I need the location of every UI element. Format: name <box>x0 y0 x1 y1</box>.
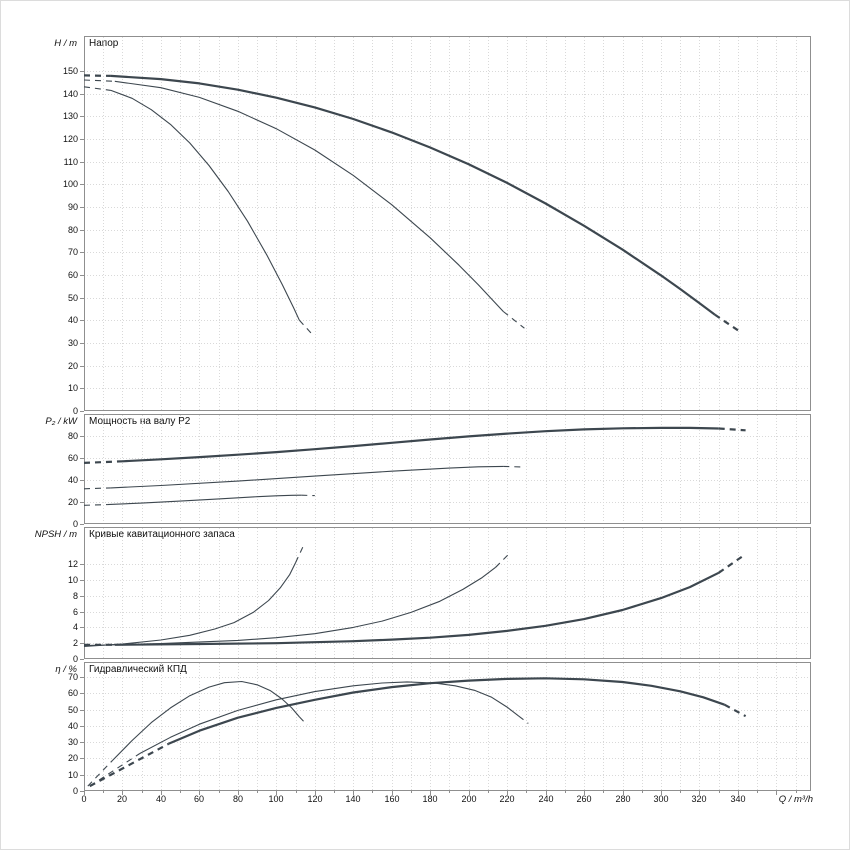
curve-head-nominal-main <box>110 74 716 316</box>
y-tick-label: 90 <box>67 202 78 212</box>
curve-power-nominal-tail <box>718 427 746 432</box>
curve-power-nominal-lead <box>83 460 123 464</box>
y-tick-label: 0 <box>72 786 78 796</box>
x-axis-ticks <box>84 791 797 795</box>
curve-efficiency-trim-min-main <box>112 680 300 761</box>
curve-npsh-trim-min-main <box>83 562 297 647</box>
curve-power-trim-mid-tail <box>503 465 523 468</box>
x-tick-label: 180 <box>422 794 438 804</box>
x-tick-label: 320 <box>691 794 707 804</box>
curve-npsh-trim-mid-tail <box>495 553 510 568</box>
curve-npsh-trim-min-tail <box>295 545 304 563</box>
curve-head-trim-min-lead <box>83 86 111 91</box>
y-tick-label: 110 <box>63 157 78 167</box>
y-tick-label: 40 <box>67 721 78 731</box>
x-tick-label: 120 <box>307 794 323 804</box>
y-tick-label: 40 <box>67 475 78 485</box>
x-tick-label: 140 <box>345 794 361 804</box>
x-tick-label: 200 <box>461 794 477 804</box>
y-tick-label: 40 <box>67 315 78 325</box>
curve-head-trim-mid-main <box>114 80 504 312</box>
y-tick-label: 0 <box>72 406 78 416</box>
y-tick-label: 60 <box>67 453 78 463</box>
curve-head-trim-mid-tail <box>502 311 525 329</box>
curve-head-nominal-lead <box>83 74 111 77</box>
curve-head-trim-min-main <box>110 89 300 321</box>
x-tick-label: 260 <box>576 794 592 804</box>
x-axis-unit-label: Q / m³/h <box>778 794 813 805</box>
curve-npsh-trim-mid-main <box>83 566 496 647</box>
y-tick-label: 60 <box>67 270 78 280</box>
y-axis-label-efficiency: η / % <box>55 664 77 675</box>
curve-head-trim-min-tail <box>298 319 314 336</box>
curve-npsh-nominal-main <box>114 571 720 646</box>
y-tick-label: 20 <box>67 497 78 507</box>
curve-power-trim-min-lead <box>83 504 108 506</box>
x-tick-label: 20 <box>116 794 127 804</box>
y-tick-label: 80 <box>67 431 78 441</box>
y-tick-label: 0 <box>72 654 78 664</box>
y-tick-label: 130 <box>62 111 78 121</box>
y-axis-label-head: H / m <box>54 38 77 49</box>
x-tick-label: 240 <box>538 794 554 804</box>
y-tick-label: 150 <box>62 66 78 76</box>
curve-efficiency-trim-min-tail <box>299 716 308 726</box>
y-tick-label: 80 <box>67 225 78 235</box>
y-axis-label-npsh: NPSH / m <box>34 529 77 540</box>
curve-efficiency-nominal-lead <box>89 742 170 788</box>
x-tick-label: 340 <box>730 794 746 804</box>
y-tick-label: 30 <box>67 338 78 348</box>
x-tick-label: 100 <box>268 794 284 804</box>
panel-title-efficiency: Гидравлический КПД <box>89 664 187 675</box>
y-tick-label: 140 <box>62 89 78 99</box>
y-tick-label: 10 <box>67 575 78 585</box>
panel-power-plot <box>80 414 811 525</box>
y-axis-label-power: P₂ / kW <box>45 416 77 427</box>
y-tick-label: 60 <box>67 688 78 698</box>
curve-power-trim-mid-main <box>110 465 504 489</box>
curve-efficiency-trim-mid-tail <box>518 715 529 724</box>
y-tick-label: 4 <box>72 622 78 632</box>
curve-head-nominal-tail <box>714 313 741 333</box>
x-tick-label: 40 <box>155 794 166 804</box>
y-tick-label: 6 <box>72 607 78 617</box>
curve-npsh-nominal-tail <box>718 554 745 574</box>
curve-efficiency-nominal-main <box>168 677 725 745</box>
panel-efficiency-plot <box>80 662 811 792</box>
y-tick-label: 10 <box>67 770 78 780</box>
y-tick-label: 120 <box>62 134 78 144</box>
x-tick-label: 0 <box>81 794 87 804</box>
curve-efficiency-nominal-tail <box>723 703 747 718</box>
y-tick-label: 20 <box>67 361 78 371</box>
curve-efficiency-trim-mid-main <box>139 681 520 754</box>
curve-power-trim-mid-lead <box>83 487 111 490</box>
x-tick-label: 220 <box>499 794 515 804</box>
panel-title-power: Мощность на валу P2 <box>89 416 191 427</box>
panel-npsh-plot <box>80 527 811 660</box>
y-tick-label: 20 <box>67 753 78 763</box>
y-tick-label: 2 <box>72 638 78 648</box>
y-tick-label: 8 <box>72 591 78 601</box>
y-tick-label: 70 <box>67 247 78 257</box>
y-tick-label: 50 <box>67 293 78 303</box>
x-tick-label: 60 <box>193 794 204 804</box>
curve-efficiency-trim-mid-lead <box>89 753 141 787</box>
x-tick-label: 160 <box>384 794 400 804</box>
panel-head-plot <box>80 36 811 412</box>
y-tick-label: 10 <box>67 383 78 393</box>
y-tick-label: 12 <box>67 559 78 569</box>
curve-power-nominal-main <box>122 426 719 463</box>
curve-head-trim-mid-lead <box>83 79 115 82</box>
x-tick-label: 300 <box>653 794 669 804</box>
y-tick-label: 30 <box>67 737 78 747</box>
y-tick-label: 100 <box>62 179 78 189</box>
x-tick-label: 80 <box>232 794 243 804</box>
curve-power-trim-min-main <box>107 494 302 506</box>
x-tick-label: 280 <box>615 794 631 804</box>
y-tick-label: 70 <box>67 672 78 682</box>
y-tick-label: 50 <box>67 705 78 715</box>
y-tick-label: 0 <box>72 519 78 529</box>
